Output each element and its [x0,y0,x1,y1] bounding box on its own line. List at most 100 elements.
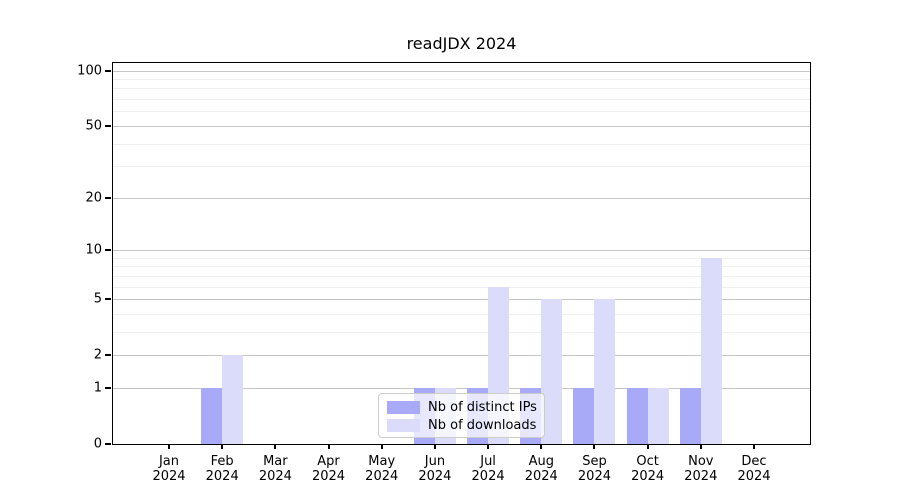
legend-label: Nb of downloads [428,417,537,433]
y-tick [105,298,111,301]
x-tick [646,444,649,449]
y-tick-label: 100 [77,63,102,79]
x-tick-label-month: Nov [688,454,714,469]
x-tick-label: May 2024 [365,454,398,484]
bar-distinct-ips-oct [626,387,648,444]
x-tick-label-month: Jan [158,454,180,469]
gridline-major [113,70,810,72]
x-tick-label-year: 2024 [152,469,186,484]
bar-distinct-ips-sep [573,387,595,444]
legend-row: Nb of downloads [387,416,544,434]
x-tick [540,444,543,449]
x-tick-label-month: Aug [528,454,554,469]
gridline-major [113,387,810,389]
x-tick-label-year: 2024 [418,469,452,484]
y-tick [105,443,111,445]
gridline-minor [113,313,810,315]
x-tick-label: Dec 2024 [737,454,770,484]
x-tick-label-year: 2024 [631,469,665,484]
x-tick-label: Mar 2024 [259,454,292,484]
bar-downloads-oct [647,387,669,444]
legend-swatch [387,418,420,432]
y-tick-label: 0 [93,436,102,452]
x-tick-label: Jan 2024 [152,454,185,484]
bar-distinct-ips-feb [201,387,223,444]
x-tick-label-year: 2024 [471,469,505,484]
x-tick-label: Jul 2024 [472,454,505,484]
x-tick-label: Jun 2024 [418,454,451,484]
gridline-minor [113,143,810,145]
gridline-major [113,299,810,301]
x-tick [487,444,490,449]
x-tick [593,444,596,449]
gridline-minor [113,99,810,101]
x-tick [380,444,383,449]
legend: Nb of distinct IPs Nb of downloads [378,393,545,438]
gridline-minor [113,266,810,268]
x-tick-label-month: Sep [582,454,607,469]
plot-area: Jan 2024 Feb 2024 Mar 2024 Apr 2024 May 2024 Jun 20… [77,62,811,484]
legend-row: Nb of distinct IPs [387,398,544,416]
x-tick-label-year: 2024 [684,469,718,484]
x-tick-label: Aug 2024 [525,454,558,484]
x-tick-label: Apr 2024 [312,454,345,484]
x-tick-label-month: Apr [317,454,340,469]
x-tick [274,444,277,449]
y-tick-label: 20 [85,190,102,206]
y-tick-label: 50 [85,118,102,134]
y-tick-label: 2 [93,347,102,363]
chart-title: readJDX 2024 [406,34,517,53]
x-tick-label-month: May [368,454,396,469]
bar-downloads-nov [700,257,722,444]
gridline-minor [113,257,810,259]
y-tick [105,249,111,251]
x-tick-label-month: Dec [741,454,767,469]
bar-distinct-ips-nov [679,387,701,444]
bar-downloads-aug [541,299,563,444]
x-tick-label: Oct 2024 [631,454,664,484]
y-tick-label: 5 [93,291,102,307]
gridline-major [113,355,810,357]
y-tick [105,386,111,389]
x-tick-label-year: 2024 [737,469,771,484]
legend-label: Nb of distinct IPs [428,399,537,415]
x-tick-label: Nov 2024 [684,454,717,484]
legend-swatch [387,400,420,414]
y-tick [105,69,111,72]
x-tick-label-month: Feb [210,454,234,469]
x-tick-label-year: 2024 [524,469,558,484]
gridline-minor [113,88,810,90]
bar-downloads-sep [594,299,616,444]
x-tick-label-month: Jul [480,454,496,469]
x-tick [168,444,170,449]
gridline-minor [113,166,810,168]
gridline-minor [113,286,810,288]
y-tick [105,354,111,357]
gridline-minor [113,111,810,113]
x-tick-label-year: 2024 [577,469,611,484]
x-tick [433,444,436,449]
x-tick-label-month: Mar [263,454,288,469]
x-tick [699,444,702,449]
gridline-major [113,125,810,127]
x-tick-label-month: Jun [424,454,446,469]
y-tick-label: 1 [93,380,102,396]
x-tick-label-year: 2024 [365,469,399,484]
x-tick-label-year: 2024 [258,469,292,484]
gridline-major [113,197,810,199]
x-tick [327,444,330,449]
gridline-major [113,250,810,251]
bar-downloads-feb [222,355,244,444]
gridline-minor [113,275,810,277]
y-tick [105,124,111,127]
x-tick-label: Feb 2024 [206,454,239,484]
x-tick-label: Sep 2024 [578,454,611,484]
x-tick-label-month: Oct [636,454,659,469]
x-tick [221,444,224,449]
x-tick-label-year: 2024 [205,469,239,484]
y-tick [105,196,111,199]
gridline-minor [113,331,810,333]
gridline-minor [113,79,810,81]
y-tick-label: 10 [85,242,102,258]
